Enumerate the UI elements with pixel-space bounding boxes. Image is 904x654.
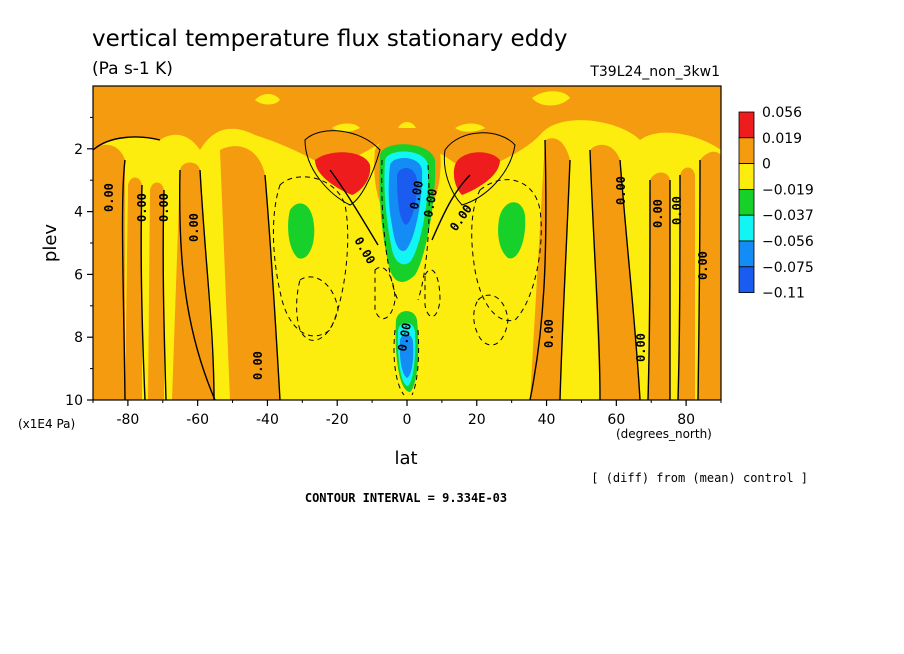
contour-label: 0.00 xyxy=(407,180,426,211)
colorbar-label: 0 xyxy=(762,157,771,173)
colorbar-label: −0.056 xyxy=(762,234,814,250)
contour-interval: CONTOUR INTERVAL = 9.334E-03 xyxy=(305,491,507,505)
orange-column-1 xyxy=(125,177,142,400)
x-tick-label: 20 xyxy=(468,412,486,428)
negative-contours xyxy=(272,159,542,396)
colorbar-label: −0.11 xyxy=(762,286,805,302)
chart-title: vertical temperature flux stationary edd… xyxy=(92,26,568,52)
contour-label: 0.00 xyxy=(634,333,648,362)
x-tick-label: 0 xyxy=(403,412,412,428)
colorbar-label: −0.037 xyxy=(762,208,814,224)
green-sh xyxy=(288,203,315,259)
yellow-islands xyxy=(255,91,570,132)
colorbar-swatch xyxy=(738,111,755,139)
orange-column-3 xyxy=(172,162,215,400)
y-axis-label: plev xyxy=(40,224,61,263)
colorbar-swatch xyxy=(738,240,755,268)
red-max-nh xyxy=(453,152,500,195)
orange-top-band xyxy=(93,86,721,175)
contour-label: 0.00 xyxy=(670,196,684,225)
orange-column-8 xyxy=(678,167,695,400)
y-axis-units: (x1E4 Pa) xyxy=(18,417,75,431)
green-nh xyxy=(498,202,526,259)
colorbar-swatch xyxy=(738,137,755,165)
y-tick-label: 6 xyxy=(74,267,83,283)
x-tick-label: 80 xyxy=(677,412,695,428)
equatorial-negative-lower xyxy=(395,311,419,392)
experiment-label: T39L24_non_3kw1 xyxy=(589,64,720,80)
x-axis: -80 -60 -40 -20 0 20 40 60 80 xyxy=(92,400,722,428)
orange-column-6 xyxy=(590,144,640,400)
y-tick-label: 10 xyxy=(65,393,83,409)
x-tick-label: -80 xyxy=(116,412,139,428)
colorbar-swatch xyxy=(738,163,755,190)
y-tick-label: 2 xyxy=(74,142,83,158)
colorbar-swatch xyxy=(738,266,755,293)
colorbar-swatch xyxy=(738,188,755,216)
colorbar-swatch xyxy=(738,214,755,242)
equatorial-negative-upper xyxy=(379,144,436,282)
orange-sh-column xyxy=(93,144,125,400)
x-tick-label: -60 xyxy=(186,412,209,428)
y-tick-label: 4 xyxy=(74,205,83,221)
x-axis-units: (degrees_north) xyxy=(616,427,712,441)
red-max-sh xyxy=(315,152,371,195)
contour-label: 0.00 xyxy=(251,351,265,380)
colorbar-label: −0.075 xyxy=(762,260,814,276)
contour-label: 0.00 xyxy=(542,319,556,348)
y-tick-label: 8 xyxy=(74,330,83,346)
colorbar-label: 0.019 xyxy=(762,131,802,147)
positive-maxima xyxy=(315,152,500,195)
x-tick-label: -20 xyxy=(326,412,349,428)
contour-label: 0.00 xyxy=(651,199,665,228)
contour-field: 0.00 0.00 0.00 0.00 0.00 0.00 0.00 0.00 … xyxy=(93,86,721,400)
y-axis: 2 4 6 8 10 xyxy=(65,116,93,409)
contour-label: 0.00 xyxy=(614,176,628,205)
orange-column-7 xyxy=(648,172,670,400)
contour-label: 0.00 xyxy=(395,322,414,353)
chart-units: (Pa s-1 K) xyxy=(92,59,173,79)
x-tick-label: 40 xyxy=(538,412,556,428)
positive-contours xyxy=(304,130,516,206)
x-axis-label: lat xyxy=(394,448,417,469)
contour-label: 0.00 xyxy=(102,183,116,212)
zero-contours xyxy=(93,136,701,400)
x-tick-label: 60 xyxy=(607,412,625,428)
colorbar-label: −0.019 xyxy=(762,182,814,198)
contour-label: 0.00 xyxy=(187,213,201,242)
negative-midlat-cells xyxy=(288,202,526,259)
contour-label: 0.00 xyxy=(421,188,440,219)
orange-column-2 xyxy=(148,182,164,400)
contour-label: 0.00 xyxy=(135,193,149,222)
comparison-note: [ (diff) from (mean) control ] xyxy=(591,471,808,485)
colorbar-label: 0.056 xyxy=(762,105,802,121)
contour-label: 0.00 xyxy=(696,251,710,280)
contour-label: 0.00 xyxy=(157,193,171,222)
x-tick-label: -40 xyxy=(256,412,279,428)
orange-column-4 xyxy=(220,146,280,400)
colorbar: 0.056 0.019 0 −0.019 −0.037 −0.056 −0.075 −0.11 xyxy=(738,105,814,302)
orange-nh-column xyxy=(698,151,721,400)
